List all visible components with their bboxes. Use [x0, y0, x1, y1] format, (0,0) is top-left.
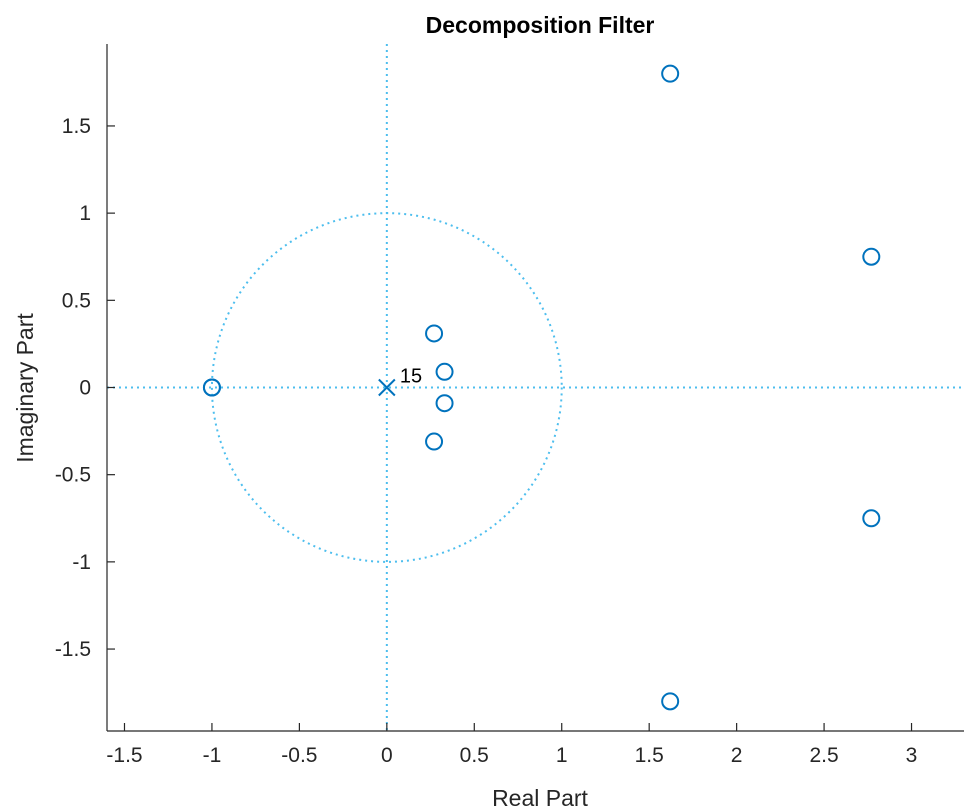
zero-marker	[435, 394, 454, 413]
axes: -1.5 -1 -0.5 0 0.5 1 1.5 2 2.5 3 -1.5 -1 -0.5 0 0.5 1 1.…	[55, 44, 964, 767]
pole-cross-line	[378, 378, 396, 397]
x-tick-label: 1.5	[635, 744, 664, 767]
pole-multiplicity-label: 15	[400, 366, 422, 388]
markers: 15	[202, 64, 881, 711]
zero-marker	[862, 247, 881, 266]
x-tick-label: 0.5	[460, 744, 489, 767]
unit-circle	[210, 212, 563, 563]
reference-lines	[107, 44, 964, 731]
chart-title: Decomposition Filter	[426, 12, 655, 38]
x-tick-label: 2.5	[809, 744, 838, 767]
y-axis-label: Imaginary Part	[12, 313, 38, 463]
pole-marker	[378, 378, 396, 397]
zero-marker	[862, 509, 881, 528]
y-tick-label: -0.5	[55, 464, 91, 487]
y-tick-label: 1.5	[62, 115, 91, 138]
zero-marker	[661, 692, 680, 711]
x-tick-label: 2	[731, 744, 743, 767]
zero-marker	[661, 64, 680, 83]
zero-marker	[425, 432, 444, 451]
y-tick-label: 0	[79, 377, 91, 400]
y-tick-label: -1	[72, 551, 91, 574]
y-tick-label: -1.5	[55, 638, 91, 661]
y-tick-label: 0.5	[62, 289, 91, 312]
x-tick-label: 1	[556, 744, 568, 767]
x-tick-label: 3	[906, 744, 918, 767]
zero-marker	[425, 324, 444, 343]
x-tick-label: 0	[381, 744, 393, 767]
x-tick-label: -1	[203, 744, 222, 767]
zero-marker	[435, 362, 454, 381]
x-tick-label: -0.5	[281, 744, 317, 767]
zero-marker	[202, 378, 221, 397]
x-axis-label: Real Part	[492, 785, 588, 811]
x-tick-label: -1.5	[106, 744, 142, 767]
y-tick-label: 1	[79, 202, 91, 225]
